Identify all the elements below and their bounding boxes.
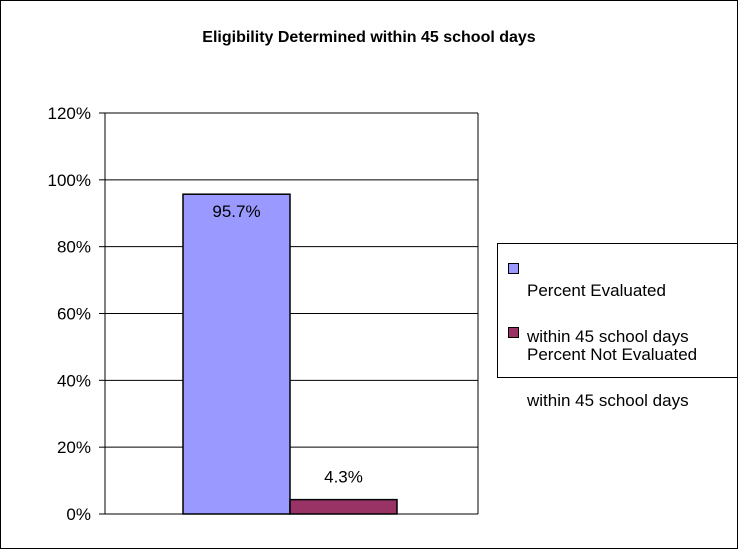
legend-label-not-evaluated: Percent Not Evaluated within 45 school d… (527, 320, 697, 435)
chart-legend: Percent Evaluated within 45 school days … (497, 243, 738, 410)
y-tick-label-4: 80% (57, 238, 91, 257)
legend-swatch-not-evaluated (508, 327, 519, 338)
legend-label-evaluated-line1: Percent Evaluated (527, 281, 666, 300)
y-tick-label-2: 40% (57, 371, 91, 390)
legend-label-evaluated: Percent Evaluated within 45 school days (527, 256, 689, 371)
data-label-evaluated: 95.7% (212, 202, 260, 221)
chart-title: Eligibility Determined within 45 school … (202, 29, 536, 46)
data-label-not-evaluated: 4.3% (324, 468, 363, 487)
y-tick-label-5: 100% (48, 171, 91, 190)
legend-label-not-evaluated-line1: Percent Not Evaluated (527, 345, 698, 364)
bar-evaluated (182, 193, 291, 515)
legend-label-evaluated-line2: within 45 school days (527, 327, 689, 346)
bar-not-evaluated (289, 498, 398, 515)
legend-swatch-evaluated (508, 263, 519, 274)
legend-label-not-evaluated-line2: within 45 school days (527, 391, 689, 410)
y-tick-label-3: 60% (57, 305, 91, 324)
y-tick-label-6: 120% (48, 104, 91, 123)
y-tick-label-1: 20% (57, 438, 91, 457)
y-tick-label-0: 0% (66, 505, 91, 524)
